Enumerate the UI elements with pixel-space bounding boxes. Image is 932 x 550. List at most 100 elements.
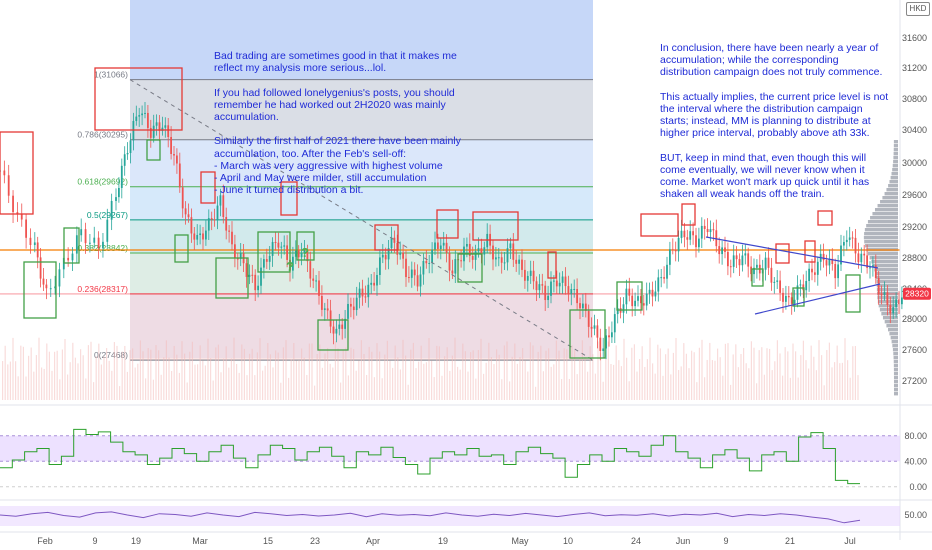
candle-body bbox=[379, 257, 381, 275]
candle-body bbox=[300, 252, 303, 258]
volume-profile-bar bbox=[893, 380, 898, 384]
candle-body bbox=[236, 258, 239, 260]
volume-bar bbox=[384, 354, 386, 400]
volume-bar bbox=[501, 379, 503, 400]
volume-bar bbox=[828, 342, 830, 400]
candle-body bbox=[67, 257, 70, 261]
volume-bar bbox=[371, 351, 373, 400]
candle-body bbox=[283, 245, 286, 247]
distribution-box bbox=[94, 67, 183, 131]
volume-bar bbox=[553, 364, 555, 400]
volume-bar bbox=[134, 367, 136, 400]
candle-body bbox=[245, 263, 248, 277]
volume-bar bbox=[761, 347, 763, 400]
volume-bar bbox=[397, 357, 399, 400]
candle-body bbox=[602, 348, 605, 351]
volume-bar bbox=[797, 377, 799, 400]
candle-body bbox=[141, 113, 143, 116]
volume-bar bbox=[425, 362, 427, 400]
oscillator-band bbox=[0, 435, 900, 462]
candle-body bbox=[216, 205, 219, 221]
accumulation-box bbox=[146, 139, 161, 161]
candle-body bbox=[97, 237, 100, 249]
candle-body bbox=[149, 127, 152, 138]
accumulation-box bbox=[317, 319, 349, 351]
candle-body bbox=[315, 280, 317, 282]
volume-bar bbox=[714, 360, 716, 400]
volume-bar bbox=[38, 337, 40, 400]
volume-bar bbox=[826, 350, 828, 400]
volume-bar bbox=[392, 367, 394, 400]
candle-body bbox=[202, 233, 204, 240]
volume-bar bbox=[498, 354, 500, 400]
candle-body bbox=[257, 285, 259, 291]
candle-body bbox=[155, 122, 158, 126]
candle-body bbox=[785, 295, 787, 302]
volume-bar bbox=[103, 356, 105, 400]
candle-body bbox=[825, 260, 828, 266]
candle-body bbox=[628, 288, 631, 296]
volume-bar bbox=[438, 346, 440, 400]
volume-bar bbox=[514, 343, 516, 400]
volume-profile-bar bbox=[893, 384, 898, 388]
volume-bar bbox=[246, 375, 248, 400]
candle-body bbox=[80, 229, 83, 236]
volume-profile-bar bbox=[890, 176, 898, 180]
candle-body bbox=[625, 288, 628, 305]
candle-body bbox=[558, 282, 561, 287]
volume-profile-bar bbox=[893, 360, 898, 364]
candle-body bbox=[735, 255, 738, 260]
candle-body bbox=[93, 237, 96, 243]
candle-body bbox=[608, 335, 610, 338]
volume-bar bbox=[48, 351, 50, 400]
volume-profile-bar bbox=[893, 364, 898, 368]
volume-bar bbox=[20, 345, 22, 400]
volume-bar bbox=[854, 346, 856, 400]
price-tick-label: 29200 bbox=[902, 222, 927, 232]
volume-bar bbox=[165, 340, 167, 400]
volume-profile-bar bbox=[878, 304, 898, 308]
volume-bar bbox=[251, 348, 253, 400]
volume-bar bbox=[563, 348, 565, 400]
volume-profile-bar bbox=[877, 204, 898, 208]
volume-bar bbox=[355, 370, 357, 400]
volume-bar bbox=[405, 355, 407, 400]
candle-body bbox=[54, 286, 56, 289]
volume-bar bbox=[150, 349, 152, 400]
distribution-box bbox=[280, 181, 298, 216]
distribution-box bbox=[374, 224, 399, 251]
candle-body bbox=[715, 230, 718, 247]
candle-body bbox=[460, 260, 462, 262]
volume-bar bbox=[571, 345, 573, 400]
candle-body bbox=[393, 237, 396, 243]
candle-body bbox=[802, 284, 805, 291]
volume-bar bbox=[839, 363, 841, 400]
volume-bar bbox=[147, 348, 149, 400]
volume-bar bbox=[207, 338, 209, 400]
fib-level-label: 0.236(28317) bbox=[77, 284, 128, 294]
rsi-band bbox=[0, 506, 900, 526]
volume-bar bbox=[41, 367, 43, 400]
volume-bar bbox=[381, 378, 383, 400]
volume-bar bbox=[25, 376, 27, 400]
rsi-tick-label: 50.00 bbox=[904, 510, 927, 520]
candle-body bbox=[796, 285, 799, 300]
candle-body bbox=[480, 248, 483, 255]
volume-bar bbox=[823, 385, 825, 400]
volume-bar bbox=[610, 364, 612, 400]
candle-body bbox=[71, 253, 74, 261]
accumulation-box bbox=[63, 227, 80, 264]
candle-body bbox=[680, 230, 683, 238]
candle-body bbox=[344, 318, 346, 329]
candle-body bbox=[877, 278, 880, 295]
volume-bar bbox=[813, 356, 815, 400]
candle-body bbox=[611, 332, 613, 338]
volume-profile-bar bbox=[864, 232, 898, 236]
volume-bar bbox=[724, 343, 726, 400]
volume-bar bbox=[782, 375, 784, 400]
volume-bar bbox=[454, 337, 456, 400]
candle-body bbox=[544, 285, 547, 301]
candle-body bbox=[524, 269, 526, 281]
distribution-box bbox=[804, 240, 816, 263]
